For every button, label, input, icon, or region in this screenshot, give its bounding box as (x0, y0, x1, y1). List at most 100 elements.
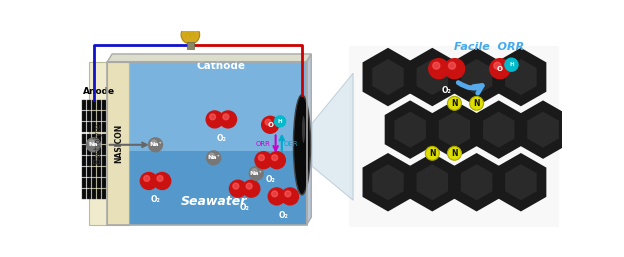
Bar (97, 145, 101, 155)
Polygon shape (500, 53, 542, 101)
Text: O₂: O₂ (240, 203, 250, 212)
Bar (82, 111, 85, 121)
Bar (97, 178, 101, 188)
Bar (92, 111, 96, 121)
Circle shape (447, 146, 461, 160)
Bar (97, 100, 101, 110)
Bar (82, 156, 85, 166)
Circle shape (249, 166, 263, 180)
Bar (82, 189, 85, 199)
Circle shape (206, 111, 223, 128)
Circle shape (220, 111, 236, 128)
Bar (97, 134, 101, 144)
Text: N: N (474, 99, 480, 108)
Bar (102, 145, 106, 155)
Circle shape (140, 172, 157, 189)
Circle shape (233, 183, 239, 189)
Polygon shape (456, 53, 497, 101)
Text: N: N (451, 99, 457, 108)
Circle shape (87, 138, 100, 152)
Polygon shape (412, 159, 453, 206)
Circle shape (144, 176, 150, 181)
Text: ORR: ORR (256, 141, 271, 147)
Bar (87, 100, 90, 110)
Circle shape (209, 153, 215, 159)
Circle shape (271, 155, 278, 161)
Bar (97, 167, 101, 177)
Bar (92, 156, 96, 166)
Circle shape (210, 114, 215, 120)
Circle shape (181, 25, 200, 44)
Circle shape (433, 62, 440, 69)
Text: Na⁺: Na⁺ (149, 142, 162, 147)
Bar (87, 111, 90, 121)
Text: O₂: O₂ (265, 175, 275, 183)
Bar (107, 62, 129, 225)
Bar (82, 145, 85, 155)
Text: O₂: O₂ (278, 211, 288, 220)
Circle shape (149, 138, 162, 152)
Circle shape (271, 191, 278, 197)
Bar (87, 178, 90, 188)
Circle shape (426, 146, 439, 160)
Circle shape (265, 119, 271, 125)
Circle shape (275, 116, 286, 127)
Bar (129, 62, 306, 225)
Circle shape (490, 59, 510, 79)
Bar (102, 156, 106, 166)
Bar (92, 178, 96, 188)
Bar (87, 189, 90, 199)
Text: Na⁺: Na⁺ (250, 171, 263, 176)
Bar (89, 62, 107, 225)
Bar (187, 42, 194, 49)
Bar (82, 134, 85, 144)
Bar (92, 167, 96, 177)
Circle shape (444, 59, 465, 79)
Bar (97, 189, 101, 199)
Polygon shape (368, 159, 409, 206)
Text: Na⁺: Na⁺ (207, 155, 220, 160)
Text: O: O (267, 122, 273, 128)
Circle shape (281, 188, 298, 205)
Bar (87, 123, 90, 132)
Circle shape (151, 140, 157, 145)
Bar (82, 100, 85, 110)
Bar (87, 167, 90, 177)
Bar (102, 167, 106, 177)
Text: O₂: O₂ (217, 134, 227, 143)
Text: Na: Na (89, 142, 98, 147)
Circle shape (243, 180, 260, 197)
Polygon shape (412, 53, 453, 101)
Polygon shape (478, 106, 519, 153)
Text: NASICON: NASICON (114, 124, 123, 163)
Circle shape (449, 62, 456, 69)
Text: O₂: O₂ (442, 86, 452, 95)
Bar (82, 123, 85, 132)
Circle shape (470, 96, 484, 110)
Polygon shape (306, 54, 311, 225)
Text: Anode: Anode (83, 87, 115, 96)
Polygon shape (312, 73, 353, 200)
Bar (97, 123, 101, 132)
Polygon shape (522, 106, 563, 153)
Circle shape (494, 62, 501, 69)
Bar (92, 100, 96, 110)
Polygon shape (500, 159, 542, 206)
Circle shape (246, 183, 252, 189)
Bar (102, 111, 106, 121)
Circle shape (157, 176, 163, 181)
Circle shape (89, 140, 94, 145)
Circle shape (230, 180, 246, 197)
Text: H: H (278, 119, 282, 124)
Bar (102, 134, 106, 144)
Polygon shape (456, 159, 497, 206)
Text: H: H (509, 62, 514, 67)
Bar (92, 123, 96, 132)
Ellipse shape (302, 116, 305, 143)
Circle shape (258, 155, 265, 161)
Circle shape (154, 172, 171, 189)
Polygon shape (129, 62, 306, 151)
Bar (82, 167, 85, 177)
Circle shape (207, 151, 221, 165)
Bar (102, 189, 106, 199)
